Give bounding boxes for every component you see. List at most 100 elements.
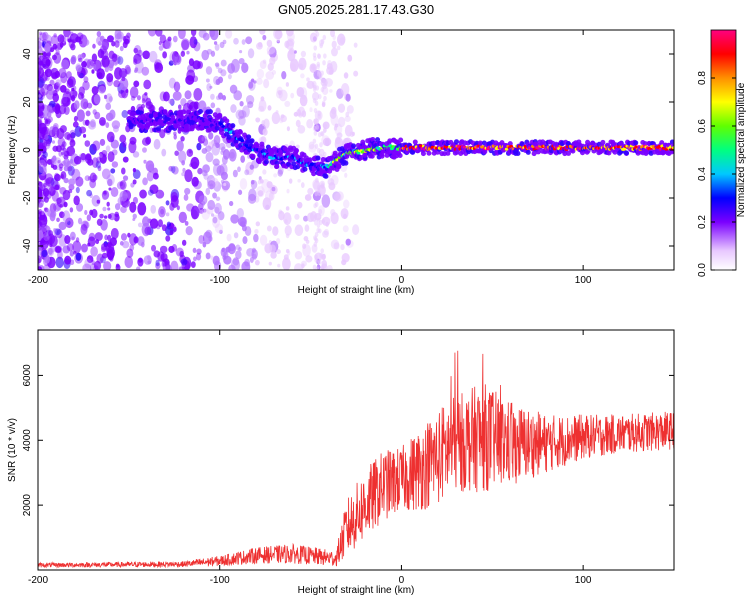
spectrogram-ridge-halo bbox=[181, 109, 187, 115]
spectrogram-noise-cell bbox=[89, 143, 97, 155]
spectrogram-noise-cell bbox=[266, 181, 273, 189]
spectrogram-noise-cell bbox=[70, 96, 75, 101]
spectrogram-noise-cell bbox=[326, 66, 334, 75]
spectrogram-noise-cell bbox=[210, 255, 214, 260]
spectrogram-noise-cell bbox=[293, 50, 297, 54]
spectrogram-ridge-halo bbox=[197, 109, 203, 115]
spectrogram-noise-cell bbox=[46, 111, 52, 118]
spectrogram-noise-cell bbox=[309, 107, 313, 113]
spectrogram-noise-cell bbox=[58, 221, 67, 231]
spectrogram-noise-cell bbox=[308, 141, 315, 150]
spectrogram-noise-cell bbox=[110, 168, 116, 174]
spectrogram-noise-cell bbox=[173, 226, 177, 233]
spectrogram-noise-cell bbox=[113, 125, 119, 133]
x-tick-label: 0 bbox=[399, 575, 405, 586]
spectrogram-noise-cell bbox=[40, 83, 50, 96]
spectrogram-noise-cell bbox=[46, 158, 53, 165]
spectrogram-noise-cell bbox=[285, 82, 289, 87]
spectrogram-noise-cell bbox=[118, 89, 126, 99]
spectrogram-noise-cell bbox=[38, 248, 43, 256]
spectrogram-noise-cell bbox=[313, 130, 318, 136]
spectrogram-noise-cell bbox=[165, 212, 170, 217]
spectrogram-noise-cell bbox=[172, 91, 182, 101]
spectrogram-noise-cell bbox=[38, 266, 42, 270]
spectrogram-noise-cell bbox=[149, 218, 159, 229]
snr-frame bbox=[37, 329, 675, 571]
spectrogram-ridge-halo bbox=[633, 140, 639, 146]
spectrogram-noise-cell bbox=[44, 208, 53, 217]
spectrogram-noise-cell bbox=[283, 212, 292, 226]
spectrogram-noise-cell bbox=[68, 178, 76, 186]
spectrogram-noise-cell bbox=[239, 50, 243, 54]
spectrogram-noise-cell bbox=[307, 212, 315, 223]
y-tick-label: 4000 bbox=[22, 429, 33, 452]
spectrogram-noise-cell bbox=[245, 94, 255, 105]
spectrogram-noise-cell bbox=[221, 95, 227, 101]
spectrogram-noise-cell bbox=[232, 169, 238, 178]
spectrogram-noise-cell bbox=[148, 50, 158, 63]
colorbar-label: Normalized spectral amplitude bbox=[736, 82, 747, 217]
spectrogram-noise-cell bbox=[136, 95, 141, 101]
spectrogram-noise-cell bbox=[142, 50, 151, 60]
spectrogram-noise-cell bbox=[86, 214, 92, 222]
spectrogram-noise-cell bbox=[48, 100, 56, 108]
spectrogram-noise-cell bbox=[70, 94, 76, 102]
spectrogram-noise-cell bbox=[196, 142, 202, 151]
spectrogram-noise-cell bbox=[184, 169, 193, 183]
spectrogram-noise-cell bbox=[73, 155, 82, 165]
spectrogram-noise-cell bbox=[322, 230, 329, 238]
spectrogram-ridge-halo bbox=[285, 151, 291, 157]
spectrogram-noise-cell bbox=[41, 249, 48, 258]
spectrogram-noise-cell bbox=[68, 184, 75, 191]
spectrogram-noise-cell bbox=[137, 49, 143, 57]
spectrogram-noise-cell bbox=[215, 142, 220, 149]
spectrogram-noise-cell bbox=[342, 225, 349, 233]
spectrogram-noise-cell bbox=[92, 140, 101, 151]
spectrogram-noise-cell bbox=[62, 147, 67, 152]
spectrogram-noise-cell bbox=[38, 208, 43, 215]
spectrogram-noise-cell bbox=[126, 248, 134, 258]
spectrogram-noise-cell bbox=[171, 166, 179, 175]
spectrogram-ridge-halo bbox=[369, 153, 375, 159]
spectrogram-noise-cell bbox=[121, 76, 126, 82]
spectrogram-noise-cell bbox=[247, 101, 254, 109]
spectrogram-noise-cell bbox=[174, 150, 180, 156]
spectrogram-noise-cell bbox=[135, 266, 141, 270]
spectrogram-noise-cell bbox=[105, 122, 110, 128]
spectrogram-ridge-halo bbox=[360, 139, 366, 145]
colorbar-tick-label: 0.0 bbox=[697, 263, 708, 277]
spectrogram-noise-cell bbox=[101, 168, 111, 180]
spectrogram-noise-cell bbox=[190, 205, 200, 220]
spectrogram-noise-cell bbox=[95, 160, 102, 169]
spectrogram-ridge-halo bbox=[624, 150, 630, 156]
spectrogram-noise-cell bbox=[86, 189, 93, 197]
spectrogram-noise-cell bbox=[222, 39, 227, 45]
spectrogram-noise-cell bbox=[58, 163, 64, 169]
spectrogram-noise-cell bbox=[178, 30, 186, 40]
spectrogram-noise-cell bbox=[278, 209, 283, 214]
spectrogram-noise-cell bbox=[346, 104, 354, 114]
spectrogram-x-label: Height of straight line (km) bbox=[298, 285, 415, 296]
spectrogram-noise-cell bbox=[233, 232, 239, 239]
spectrogram-noise-cell bbox=[44, 68, 53, 78]
spectrogram-noise-cell bbox=[53, 227, 57, 232]
spectrogram-noise-cell bbox=[312, 125, 317, 131]
spectrogram-ridge-halo bbox=[233, 138, 239, 144]
spectrogram-noise-cell bbox=[256, 185, 265, 198]
spectrogram-noise-cell bbox=[259, 30, 266, 35]
spectrogram-noise-cell bbox=[295, 144, 300, 149]
spectrogram-noise-cell bbox=[205, 252, 211, 260]
spectrogram-noise-cell bbox=[242, 105, 250, 118]
snr-y-label: SNR (10 * v/v) bbox=[7, 418, 18, 482]
spectrogram-noise-cell bbox=[156, 191, 160, 196]
spectrogram-ridge-halo bbox=[426, 150, 432, 156]
spectrogram-noise-cell bbox=[66, 78, 74, 89]
spectrogram-noise-cell bbox=[295, 119, 301, 128]
spectrogram-noise-cell bbox=[153, 250, 161, 258]
spectrogram-noise-cell bbox=[82, 263, 92, 270]
spectrogram-ridge-halo bbox=[306, 157, 312, 163]
spectrogram-noise-cell bbox=[183, 194, 189, 201]
spectrogram-noise-cell bbox=[64, 88, 70, 95]
spectrogram-noise-cell bbox=[176, 140, 184, 152]
spectrogram-noise-cell bbox=[178, 266, 183, 270]
